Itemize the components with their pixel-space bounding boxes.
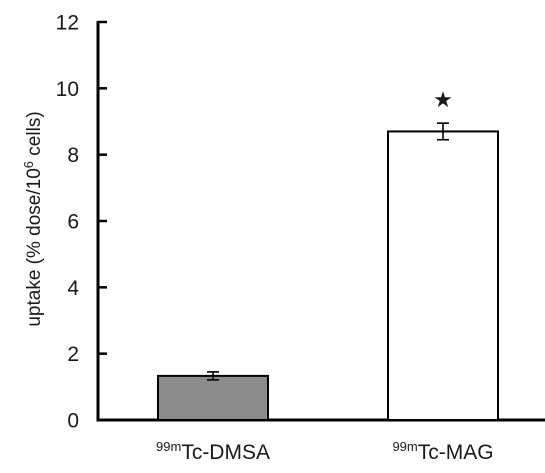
- bars: [157, 130, 499, 422]
- bar-2: [387, 130, 499, 421]
- y-tick-label: 0: [67, 410, 79, 433]
- y-tick-label: 4: [67, 277, 79, 300]
- y-axis-title-superscript: 6: [21, 161, 36, 168]
- x-tick-label-superscript: 99m: [156, 439, 181, 454]
- significance-star-icon: ★: [433, 87, 453, 112]
- x-tick-label-text: Tc-DMSA: [181, 441, 270, 464]
- y-axis-title-suffix: cells): [24, 111, 45, 161]
- bar-1: [157, 374, 269, 422]
- y-axis-title-prefix: uptake (% dose/10: [24, 168, 45, 326]
- x-tick-label-text: Tc-MAG: [418, 441, 494, 464]
- y-tick-label: 10: [56, 78, 79, 101]
- annotations: ★: [433, 87, 453, 112]
- y-tick-label: 2: [67, 343, 79, 366]
- x-tick-label-superscript: 99m: [392, 439, 417, 454]
- x-tick-label: 99mTc-DMSA: [156, 439, 270, 464]
- y-axis-title: uptake (% dose/106 cells): [21, 111, 45, 326]
- x-axis-labels: 99mTc-DMSA 99mTc-MAG: [156, 439, 494, 464]
- y-tick-label: 8: [67, 144, 79, 167]
- y-tick-label: 6: [67, 211, 79, 234]
- x-tick-label: 99mTc-MAG: [392, 439, 493, 464]
- error-bars: [207, 122, 449, 381]
- y-tick-label: 12: [56, 12, 79, 35]
